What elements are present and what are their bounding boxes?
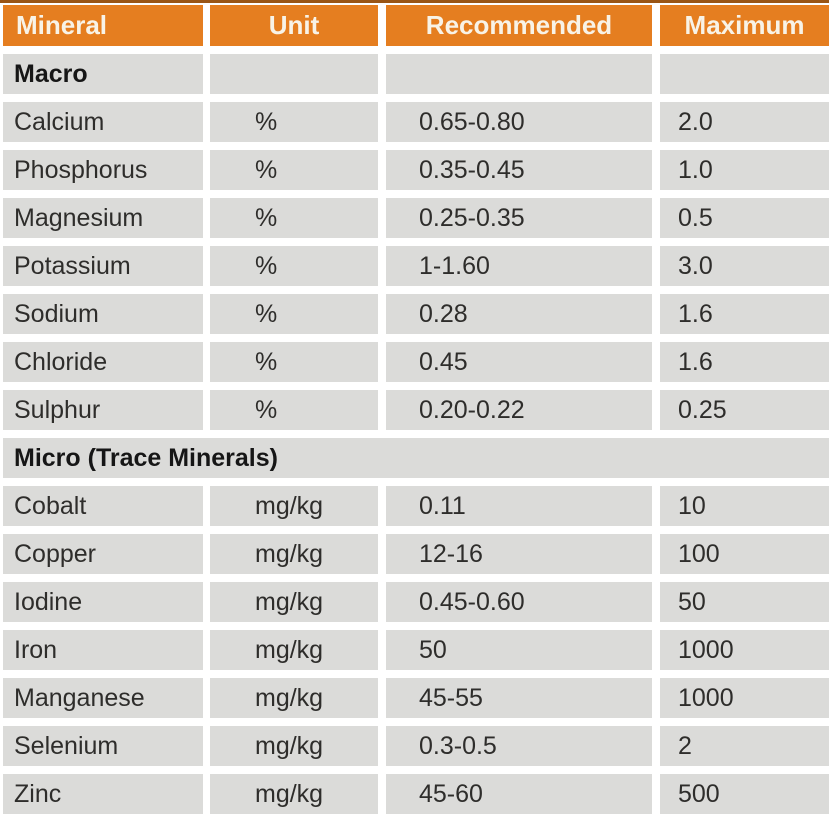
empty-cell	[386, 54, 652, 94]
cell-unit: %	[210, 198, 378, 238]
table-row: Cobalt mg/kg 0.11 10	[0, 486, 829, 526]
section-header-row: Macro	[0, 54, 829, 94]
section-header-row: Micro (Trace Minerals)	[0, 438, 829, 478]
empty-cell	[210, 54, 378, 94]
cell-mineral: Selenium	[3, 726, 203, 766]
cell-mineral: Magnesium	[3, 198, 203, 238]
cell-mineral: Iron	[3, 630, 203, 670]
cell-unit: mg/kg	[210, 534, 378, 574]
cell-recommended: 0.20-0.22	[386, 390, 652, 430]
cell-unit: %	[210, 294, 378, 334]
cell-unit: %	[210, 342, 378, 382]
cell-recommended: 50	[386, 630, 652, 670]
cell-maximum: 0.5	[660, 198, 829, 238]
table-row: Chloride% 0.45 1.6	[0, 342, 829, 382]
cell-unit: mg/kg	[210, 774, 378, 814]
cell-mineral: Iodine	[3, 582, 203, 622]
table-row: Magnesium% 0.25-0.35 0.5	[0, 198, 829, 238]
table-body: Macro Calcium% 0.65-0.80 2.0 Phosphorus% 0.35…	[0, 54, 829, 814]
cell-recommended: 0.35-0.45	[386, 150, 652, 190]
table-row: Selenium mg/kg 0.3-0.5 2	[0, 726, 829, 766]
cell-unit: %	[210, 102, 378, 142]
table-row: Potassium% 1-1.60 3.0	[0, 246, 829, 286]
cell-unit: %	[210, 390, 378, 430]
cell-maximum: 3.0	[660, 246, 829, 286]
table-row: Calcium% 0.65-0.80 2.0	[0, 102, 829, 142]
cell-mineral: Zinc	[3, 774, 203, 814]
cell-mineral: Manganese	[3, 678, 203, 718]
cell-mineral: Cobalt	[3, 486, 203, 526]
column-header-recommended: Recommended	[386, 5, 652, 46]
cell-unit: mg/kg	[210, 486, 378, 526]
cell-maximum: 50	[660, 582, 829, 622]
cell-recommended: 0.25-0.35	[386, 198, 652, 238]
cell-recommended: 12-16	[386, 534, 652, 574]
cell-mineral: Copper	[3, 534, 203, 574]
table-row: Zinc mg/kg 45-60 500	[0, 774, 829, 814]
table-row: Phosphorus% 0.35-0.45 1.0	[0, 150, 829, 190]
column-header-unit: Unit	[210, 5, 378, 46]
cell-unit: mg/kg	[210, 726, 378, 766]
cell-mineral: Sulphur	[3, 390, 203, 430]
column-header-mineral: Mineral	[3, 5, 203, 46]
cell-recommended: 0.28	[386, 294, 652, 334]
table-row: Manganese mg/kg 45-55 1000	[0, 678, 829, 718]
empty-cell	[660, 54, 829, 94]
cell-unit: mg/kg	[210, 630, 378, 670]
table-row: Sulphur% 0.20-0.22 0.25	[0, 390, 829, 430]
table-row: Sodium% 0.28 1.6	[0, 294, 829, 334]
cell-recommended: 1-1.60	[386, 246, 652, 286]
cell-maximum: 100	[660, 534, 829, 574]
table-row: Iodine mg/kg 0.45-0.60 50	[0, 582, 829, 622]
cell-mineral: Chloride	[3, 342, 203, 382]
cell-unit: %	[210, 150, 378, 190]
cell-recommended: 0.45	[386, 342, 652, 382]
table-header-row: Mineral Unit Recommended Maximum	[0, 5, 829, 46]
cell-maximum: 500	[660, 774, 829, 814]
top-border-strip	[0, 0, 829, 3]
cell-recommended: 45-60	[386, 774, 652, 814]
cell-recommended: 0.11	[386, 486, 652, 526]
cell-maximum: 1.6	[660, 342, 829, 382]
column-header-maximum: Maximum	[660, 5, 829, 46]
cell-maximum: 2	[660, 726, 829, 766]
table-row: Copper mg/kg 12-16 100	[0, 534, 829, 574]
cell-mineral: Potassium	[3, 246, 203, 286]
cell-maximum: 1000	[660, 678, 829, 718]
section-title: Micro (Trace Minerals)	[3, 438, 829, 478]
cell-maximum: 10	[660, 486, 829, 526]
cell-unit: %	[210, 246, 378, 286]
cell-unit: mg/kg	[210, 582, 378, 622]
cell-maximum: 1000	[660, 630, 829, 670]
cell-mineral: Calcium	[3, 102, 203, 142]
cell-mineral: Sodium	[3, 294, 203, 334]
cell-maximum: 2.0	[660, 102, 829, 142]
cell-recommended: 0.3-0.5	[386, 726, 652, 766]
cell-recommended: 0.45-0.60	[386, 582, 652, 622]
cell-maximum: 1.6	[660, 294, 829, 334]
cell-maximum: 0.25	[660, 390, 829, 430]
section-title: Macro	[3, 54, 203, 94]
cell-unit: mg/kg	[210, 678, 378, 718]
cell-recommended: 45-55	[386, 678, 652, 718]
table-row: Iron mg/kg 50 1000	[0, 630, 829, 670]
cell-mineral: Phosphorus	[3, 150, 203, 190]
cell-recommended: 0.65-0.80	[386, 102, 652, 142]
cell-maximum: 1.0	[660, 150, 829, 190]
